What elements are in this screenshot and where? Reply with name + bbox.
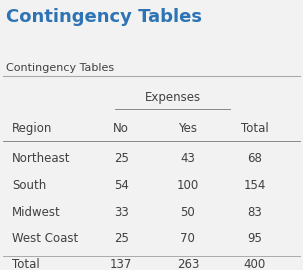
Text: 137: 137 bbox=[110, 258, 132, 270]
Text: 263: 263 bbox=[177, 258, 199, 270]
Text: Yes: Yes bbox=[178, 122, 197, 135]
Text: Contingency Tables: Contingency Tables bbox=[6, 8, 202, 26]
Text: No: No bbox=[113, 122, 129, 135]
Text: Expenses: Expenses bbox=[145, 92, 201, 104]
Text: 100: 100 bbox=[177, 179, 199, 192]
Text: 43: 43 bbox=[180, 152, 195, 165]
Text: 25: 25 bbox=[114, 152, 129, 165]
Text: Northeast: Northeast bbox=[12, 152, 71, 165]
Text: South: South bbox=[12, 179, 46, 192]
Text: 400: 400 bbox=[243, 258, 266, 270]
Text: West Coast: West Coast bbox=[12, 232, 78, 245]
Text: 54: 54 bbox=[114, 179, 129, 192]
Text: Midwest: Midwest bbox=[12, 206, 61, 219]
Text: 50: 50 bbox=[181, 206, 195, 219]
Text: Contingency Tables: Contingency Tables bbox=[6, 63, 114, 73]
Text: 154: 154 bbox=[243, 179, 266, 192]
Text: 95: 95 bbox=[247, 232, 262, 245]
Text: 70: 70 bbox=[180, 232, 195, 245]
Text: Total: Total bbox=[241, 122, 268, 135]
Text: Region: Region bbox=[12, 122, 52, 135]
Text: 83: 83 bbox=[247, 206, 262, 219]
Text: 68: 68 bbox=[247, 152, 262, 165]
Text: Total: Total bbox=[12, 258, 40, 270]
Text: 33: 33 bbox=[114, 206, 128, 219]
Text: 25: 25 bbox=[114, 232, 129, 245]
